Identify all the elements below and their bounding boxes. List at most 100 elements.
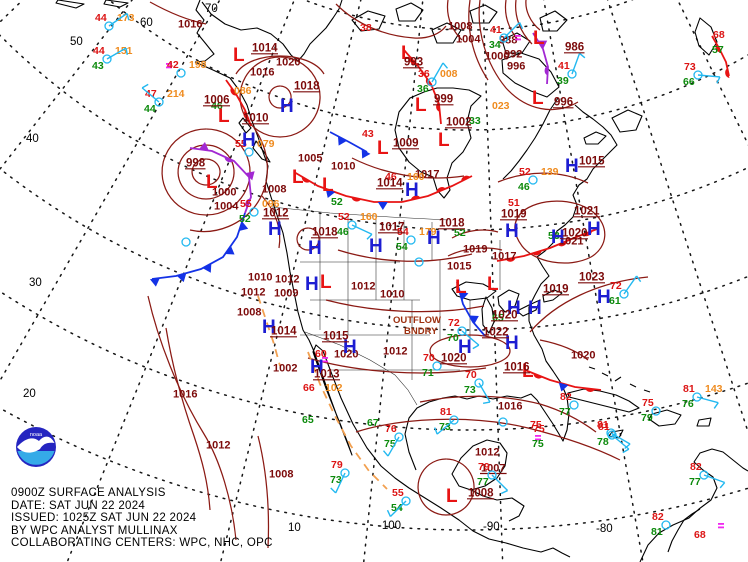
- island-cuba: [567, 388, 640, 413]
- colombia-coast: [667, 508, 701, 553]
- station-circle: [449, 415, 459, 425]
- baffin-island: [501, 52, 560, 98]
- arctic-island: [351, 10, 386, 32]
- wind-barb: [503, 21, 521, 39]
- wind-barb-tick: [636, 275, 642, 283]
- magenta-mark: [515, 35, 521, 37]
- isobar-nw-1004: [446, 0, 463, 41]
- latitude-label: 10: [288, 522, 301, 534]
- station-temperature: 46: [385, 171, 397, 183]
- station-circle: [487, 470, 497, 480]
- pressure-center-value: 1013: [314, 369, 340, 381]
- high-center-symbol: H: [369, 236, 383, 257]
- longitude-label: -90: [483, 521, 500, 533]
- isobar-label: 1016: [178, 19, 202, 31]
- isobar-hudson-1020: [235, 55, 325, 75]
- station-circle: [569, 400, 579, 410]
- magenta-mark: [166, 66, 172, 69]
- station-circle: [401, 496, 411, 506]
- low-center-symbol: L: [522, 361, 534, 382]
- arctic-island: [539, 10, 568, 32]
- pressure-center-value: 1009: [393, 138, 419, 150]
- warm-front-pip: [436, 187, 446, 193]
- analysis-date: DATE: SAT JUN 22 2024: [11, 499, 146, 512]
- wind-barb-tick: [579, 52, 586, 59]
- wind-barb-tick: [624, 443, 631, 450]
- high-center-symbol: H: [587, 219, 601, 240]
- isobar-label: 1017: [492, 251, 516, 263]
- wind-barb: [571, 53, 581, 75]
- magenta-mark: [718, 523, 724, 525]
- pressure-center-value: 996: [554, 97, 573, 109]
- high-center-symbol: H: [242, 130, 256, 151]
- station-dewpoint: 65: [302, 414, 314, 426]
- isobar-label: 1007: [481, 463, 505, 475]
- low-center-symbol: L: [292, 167, 304, 188]
- bahamas: [588, 366, 651, 393]
- station-dewpoint: 75: [532, 438, 544, 450]
- station-temperature: 55: [240, 198, 252, 210]
- station-temperature: 44: [95, 12, 107, 24]
- wind-barb-tick: [482, 401, 491, 404]
- pressure-center-value: 1019: [543, 284, 569, 296]
- magenta-mark: [718, 526, 724, 529]
- cold-front-pip: [361, 149, 371, 159]
- wind-barb-tick: [330, 487, 337, 494]
- station-dewpoint: 76: [682, 398, 694, 410]
- latitude-label: 40: [26, 133, 39, 145]
- parallel-line: [0, 34, 748, 231]
- isobar-coastal-1012: [261, 195, 281, 249]
- isobar-label: 996: [507, 61, 525, 73]
- wind-barb: [335, 472, 346, 494]
- coastline-gulf-east-coast: [404, 104, 618, 471]
- station-temperature: 70: [465, 369, 477, 381]
- wind-barb-tick: [434, 427, 438, 435]
- wind-barb: [108, 12, 128, 27]
- isobar-label: 1012: [206, 440, 230, 452]
- station-temperature: 72: [610, 280, 622, 292]
- pressure-center-value: 1019: [501, 209, 527, 221]
- occluded-front-line: [532, 32, 549, 85]
- station-temperature: 44: [93, 45, 105, 57]
- station-pressure: 151: [115, 45, 133, 57]
- warm-front-pip: [230, 87, 238, 96]
- pressure-center-value: 1018: [294, 81, 320, 93]
- warm-front-line: [225, 79, 252, 127]
- station-circle: [528, 175, 538, 185]
- station-temperature: 55: [392, 487, 404, 499]
- lake-erie: [516, 299, 541, 317]
- station-circle: [340, 468, 350, 478]
- pressure-center-value: 1022: [483, 327, 509, 339]
- station-dewpoint: 43: [92, 60, 104, 72]
- lake-superior: [451, 281, 497, 301]
- arctic-island: [501, 32, 531, 54]
- latitude-label: 50: [70, 36, 83, 48]
- high-center-symbol: H: [280, 96, 294, 117]
- magenta-mark: [515, 38, 521, 41]
- warm-front-pip: [245, 198, 251, 208]
- station-dewpoint: 75: [384, 438, 396, 450]
- outflow-boundary-label: BNDRY: [404, 326, 438, 337]
- low-center-symbol: L: [487, 274, 499, 295]
- noaa-logo-bird: [17, 436, 55, 453]
- low-center-symbol: L: [532, 88, 544, 109]
- pressure-center-value: 1018: [312, 227, 338, 239]
- warm-front-line: [496, 228, 598, 262]
- wind-barb-tick: [366, 233, 373, 240]
- coastline-alaska-west: [194, 0, 215, 63]
- wind-barb-tick: [382, 450, 389, 457]
- station-dewpoint: 39: [557, 75, 569, 87]
- low-center-symbol: L: [533, 28, 545, 49]
- station-temperature: 68: [713, 29, 725, 41]
- station-temperature: 75: [530, 419, 542, 431]
- wind-barb: [703, 474, 725, 484]
- station-circle: [104, 21, 114, 31]
- pressure-center-value: 1018: [439, 218, 465, 230]
- pressure-center-value: 1002: [446, 117, 472, 129]
- pressure-center-value: 1020: [492, 310, 518, 322]
- wind-barb: [491, 474, 509, 492]
- latitude-label: 30: [29, 277, 42, 289]
- yucatan-peninsula: [451, 439, 508, 491]
- pressure-center-value: 1016: [504, 362, 530, 374]
- station-temperature: 68: [694, 529, 706, 541]
